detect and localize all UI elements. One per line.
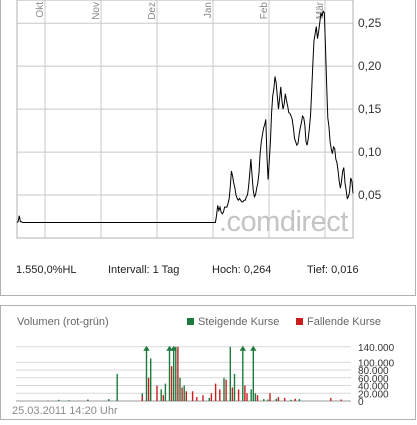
falling-volume-bar (219, 389, 221, 401)
x-tick-label: Mär (315, 1, 326, 19)
price-chart-panel: Okt Nov Dez Jan Feb Mär 0,25 0,20 0,15 0,10 0,05 .… (0, 0, 416, 296)
falling-volume-bar (210, 393, 213, 402)
high-value: 0,264 (243, 264, 272, 276)
x-tick-label: Feb (259, 2, 270, 20)
vol-tick-label: 60.000 (358, 374, 389, 385)
rising-volume-bar (208, 397, 210, 401)
y-tick-label: 0,10 (358, 145, 382, 159)
rising-volume-bar (145, 346, 148, 402)
y-tick-label: 0,25 (358, 16, 382, 30)
falling-volume-bar (156, 385, 158, 401)
falling-swatch (296, 318, 303, 325)
legend-falling-label: Fallende Kurse (307, 316, 381, 328)
falling-volume-bar (256, 395, 259, 401)
price-line (16, 9, 354, 223)
falling-volume-bar (277, 397, 280, 401)
plot-frame (16, 0, 354, 239)
rising-volume-bar (173, 346, 175, 402)
vol-tick-label: 100.000 (358, 358, 395, 369)
vol-tick-label: 0 (358, 397, 364, 408)
rising-volume-bar (183, 385, 185, 401)
rising-volume-bar (116, 373, 118, 401)
falling-volume-bar (181, 387, 183, 401)
falling-volume-bar (177, 346, 179, 402)
falling-volume-bar (244, 385, 246, 401)
rising-volume-bar (175, 346, 177, 402)
y-tick-label: 0,20 (358, 59, 382, 73)
rising-volume-bar (229, 346, 231, 402)
volume-chart-panel: 140.000 100.000 80.000 60.000 40.000 20.000 0 … (0, 305, 416, 420)
falling-volume-bar (231, 387, 234, 401)
rising-volume-bar (68, 400, 70, 401)
falling-volume-bar (147, 377, 150, 402)
low-value: 0,016 (331, 264, 359, 276)
x-tick-label: Dez (147, 2, 158, 20)
rising-volume-bar (168, 346, 171, 402)
rising-volume-bar (179, 377, 181, 402)
legend-falling: Fallende Kurse (296, 316, 381, 328)
rising-volume-bar (275, 398, 277, 401)
rising-volume-bar (267, 399, 269, 401)
low-stat: Tief: 0,016 (307, 264, 359, 276)
falling-volume-bar (269, 393, 271, 402)
vol-tick-label: 140.000 (358, 343, 395, 354)
falling-volume-bar (185, 391, 187, 401)
vol-tick-label: 40.000 (358, 382, 389, 393)
rising-volume-bar (250, 389, 252, 401)
rising-volume-bar (160, 389, 162, 401)
rising-volume-bar (164, 383, 167, 401)
high-label: Hoch: (212, 264, 241, 276)
falling-volume-bar (196, 397, 198, 401)
y-tick-label: 0,05 (358, 188, 382, 202)
high-stat: Hoch: 0,264 (212, 264, 271, 276)
rising-volume-bar (263, 399, 265, 401)
timestamp: 25.03.2011 14:20 Uhr (12, 405, 118, 417)
performance-change: 1.550,0%HL (16, 264, 77, 276)
falling-volume-bar (284, 397, 286, 401)
interval-label: Intervall: 1 Tag (108, 264, 180, 276)
falling-volume-bar (214, 383, 217, 401)
falling-volume-bar (170, 366, 173, 401)
y-tick-label: 0,15 (358, 102, 382, 116)
low-label: Tief: (307, 264, 328, 276)
legend-rising-label: Steigende Kurse (198, 316, 280, 328)
falling-volume-bar (225, 379, 227, 401)
clipped-volume-marker (143, 345, 150, 351)
vol-tick-label: 20.000 (358, 389, 389, 400)
rising-volume-bar (57, 399, 60, 401)
rising-volume-bar (87, 399, 89, 401)
rising-volume-bar (252, 346, 254, 402)
clipped-volume-marker (239, 345, 246, 351)
clipped-volume-marker (250, 345, 257, 351)
x-tick-label: Okt (35, 2, 46, 18)
rising-swatch (187, 318, 194, 325)
comdirect-watermark: .comdirect (219, 206, 348, 238)
price-chart-svg: Okt Nov Dez Jan Feb Mär 0,25 0,20 0,15 0,10 0,05 (16, 0, 382, 239)
rising-volume-bar (254, 393, 257, 402)
falling-volume-bar (340, 399, 342, 401)
rising-volume-bar (150, 358, 152, 401)
rising-volume-bar (242, 346, 244, 402)
falling-volume-bar (202, 395, 204, 401)
clipped-volume-marker (166, 345, 173, 351)
falling-volume-bar (141, 396, 143, 401)
rising-volume-bar (233, 373, 236, 401)
x-tick-label: Nov (91, 2, 102, 20)
vol-tick-label: 80.000 (358, 366, 389, 377)
falling-volume-bar (330, 397, 332, 401)
legend-rising: Steigende Kurse (187, 316, 279, 328)
rising-volume-bar (108, 399, 110, 401)
falling-volume-bar (246, 393, 248, 402)
rising-volume-bar (298, 399, 301, 401)
volume-title: Volumen (rot-grün) (17, 316, 109, 328)
falling-volume-bar (237, 389, 240, 401)
falling-volume-bar (162, 395, 164, 401)
falling-volume-bar (294, 398, 296, 401)
falling-volume-bar (191, 391, 194, 401)
x-tick-label: Jan (203, 2, 214, 18)
rising-volume-bar (223, 377, 225, 402)
rising-volume-bar (290, 399, 292, 401)
